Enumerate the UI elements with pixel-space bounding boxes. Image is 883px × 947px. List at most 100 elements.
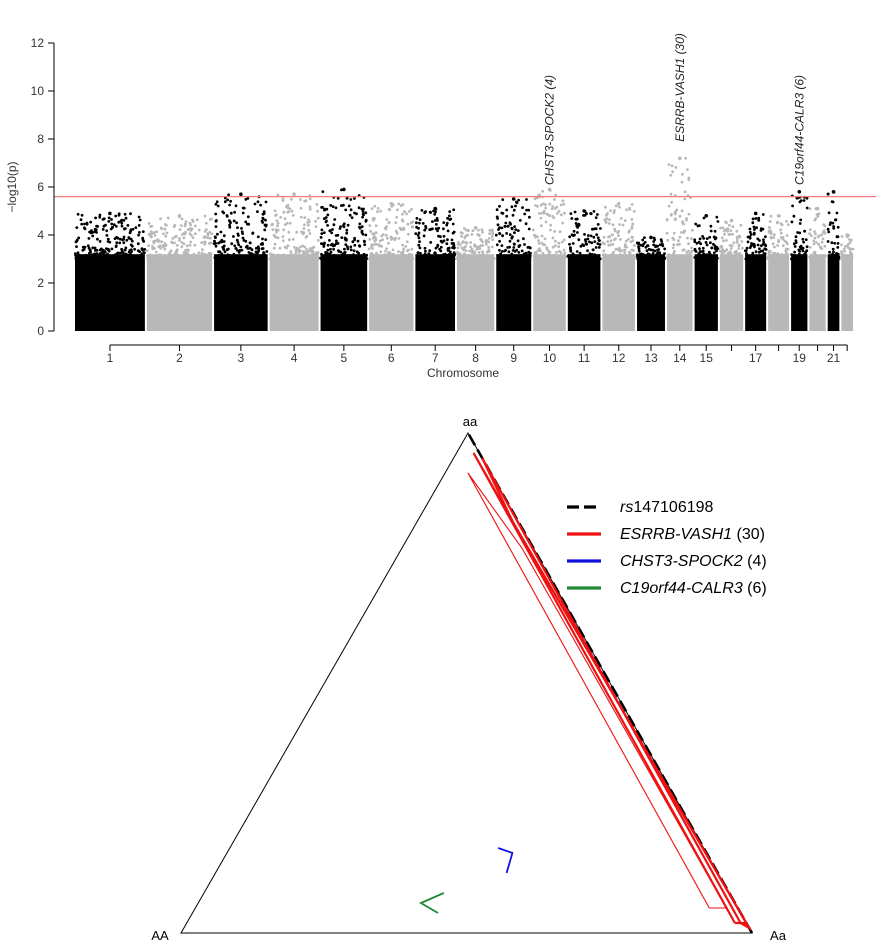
snp-point	[448, 214, 451, 218]
snp-point	[358, 226, 362, 230]
snp-point	[488, 232, 491, 236]
snp-point	[316, 239, 320, 242]
snp-point	[821, 255, 825, 258]
chromosome-5-points	[319, 187, 369, 331]
snp-point	[171, 241, 175, 245]
snp-point	[206, 257, 210, 261]
snp-point	[840, 235, 844, 238]
snp-point	[786, 247, 790, 251]
snp-point	[471, 229, 475, 233]
snp-point	[117, 213, 121, 217]
snp-point	[439, 245, 443, 249]
snp-point	[573, 210, 577, 214]
snp-point	[371, 253, 375, 256]
snp-point	[307, 228, 311, 232]
snp-point	[373, 204, 377, 208]
snp-point	[796, 255, 799, 259]
snp-point	[419, 252, 422, 255]
snp-point	[613, 209, 616, 212]
snp-point	[442, 234, 446, 238]
snp-point	[325, 207, 329, 211]
snp-point	[636, 254, 639, 258]
snp-point	[83, 222, 86, 226]
snp-point	[836, 246, 840, 249]
snp-point	[456, 252, 460, 256]
snp-point	[223, 200, 227, 204]
snp-point	[159, 246, 163, 250]
snp-point	[785, 234, 789, 237]
snp-point	[163, 247, 167, 251]
snp-point	[496, 223, 500, 227]
snp-point	[195, 218, 199, 222]
snp-point	[410, 247, 414, 251]
snp-point	[371, 247, 374, 250]
snp-point	[89, 231, 93, 235]
snp-point	[209, 252, 213, 255]
snp-point	[436, 257, 439, 261]
snp-point	[517, 198, 520, 202]
snp-point	[75, 238, 79, 242]
snp-point	[698, 237, 702, 241]
snp-point	[632, 244, 636, 247]
snp-point	[732, 241, 736, 245]
snp-point	[511, 213, 515, 217]
snp-point	[110, 222, 114, 226]
snp-point	[355, 212, 358, 216]
snp-point	[501, 198, 505, 202]
snp-point	[120, 224, 124, 228]
snp-point	[767, 226, 771, 229]
snp-point	[685, 257, 689, 261]
snp-point	[553, 207, 557, 210]
snp-point	[340, 236, 344, 240]
snp-point	[592, 235, 596, 239]
snp-point	[402, 247, 405, 251]
snp-point	[241, 206, 245, 210]
snp-point	[398, 226, 402, 230]
snp-point	[363, 243, 367, 247]
snp-point	[123, 248, 127, 252]
snp-point	[222, 254, 226, 257]
snp-point	[538, 193, 541, 197]
snp-point	[226, 198, 230, 202]
snp-point	[378, 244, 381, 248]
snp-point	[307, 256, 310, 260]
snp-point	[118, 241, 122, 245]
snp-point	[612, 211, 616, 215]
snp-point	[120, 247, 123, 251]
x-axis-label: Chromosome	[427, 366, 499, 380]
snp-point	[799, 218, 803, 222]
snp-point	[234, 204, 238, 208]
snp-point	[722, 229, 726, 233]
snp-point	[328, 229, 332, 232]
snp-point	[138, 254, 142, 257]
snp-point	[760, 256, 763, 260]
snp-point	[262, 254, 265, 258]
snp-peak-point	[845, 233, 849, 237]
snp-point	[353, 236, 356, 240]
snp-point	[684, 156, 688, 160]
snp-point	[795, 196, 799, 200]
snp-point	[734, 253, 738, 257]
snp-point	[538, 247, 541, 251]
snp-point	[229, 211, 233, 215]
snp-point	[232, 252, 236, 256]
snp-point	[264, 218, 267, 222]
snp-point	[241, 257, 245, 261]
snp-point	[624, 239, 628, 243]
snp-point	[361, 232, 365, 236]
snp-point	[342, 222, 346, 226]
snp-point	[680, 231, 683, 234]
snp-point	[76, 251, 80, 255]
snp-point	[826, 192, 830, 196]
snp-point	[673, 250, 676, 253]
snp-point	[233, 244, 237, 248]
snp-point	[469, 245, 472, 249]
snp-point	[598, 243, 602, 246]
snp-point	[746, 235, 750, 239]
snp-point	[251, 232, 255, 235]
snp-point	[165, 231, 169, 235]
snp-point	[540, 224, 543, 228]
snp-point	[798, 250, 801, 253]
snp-point	[849, 247, 853, 251]
snp-point	[766, 255, 770, 259]
